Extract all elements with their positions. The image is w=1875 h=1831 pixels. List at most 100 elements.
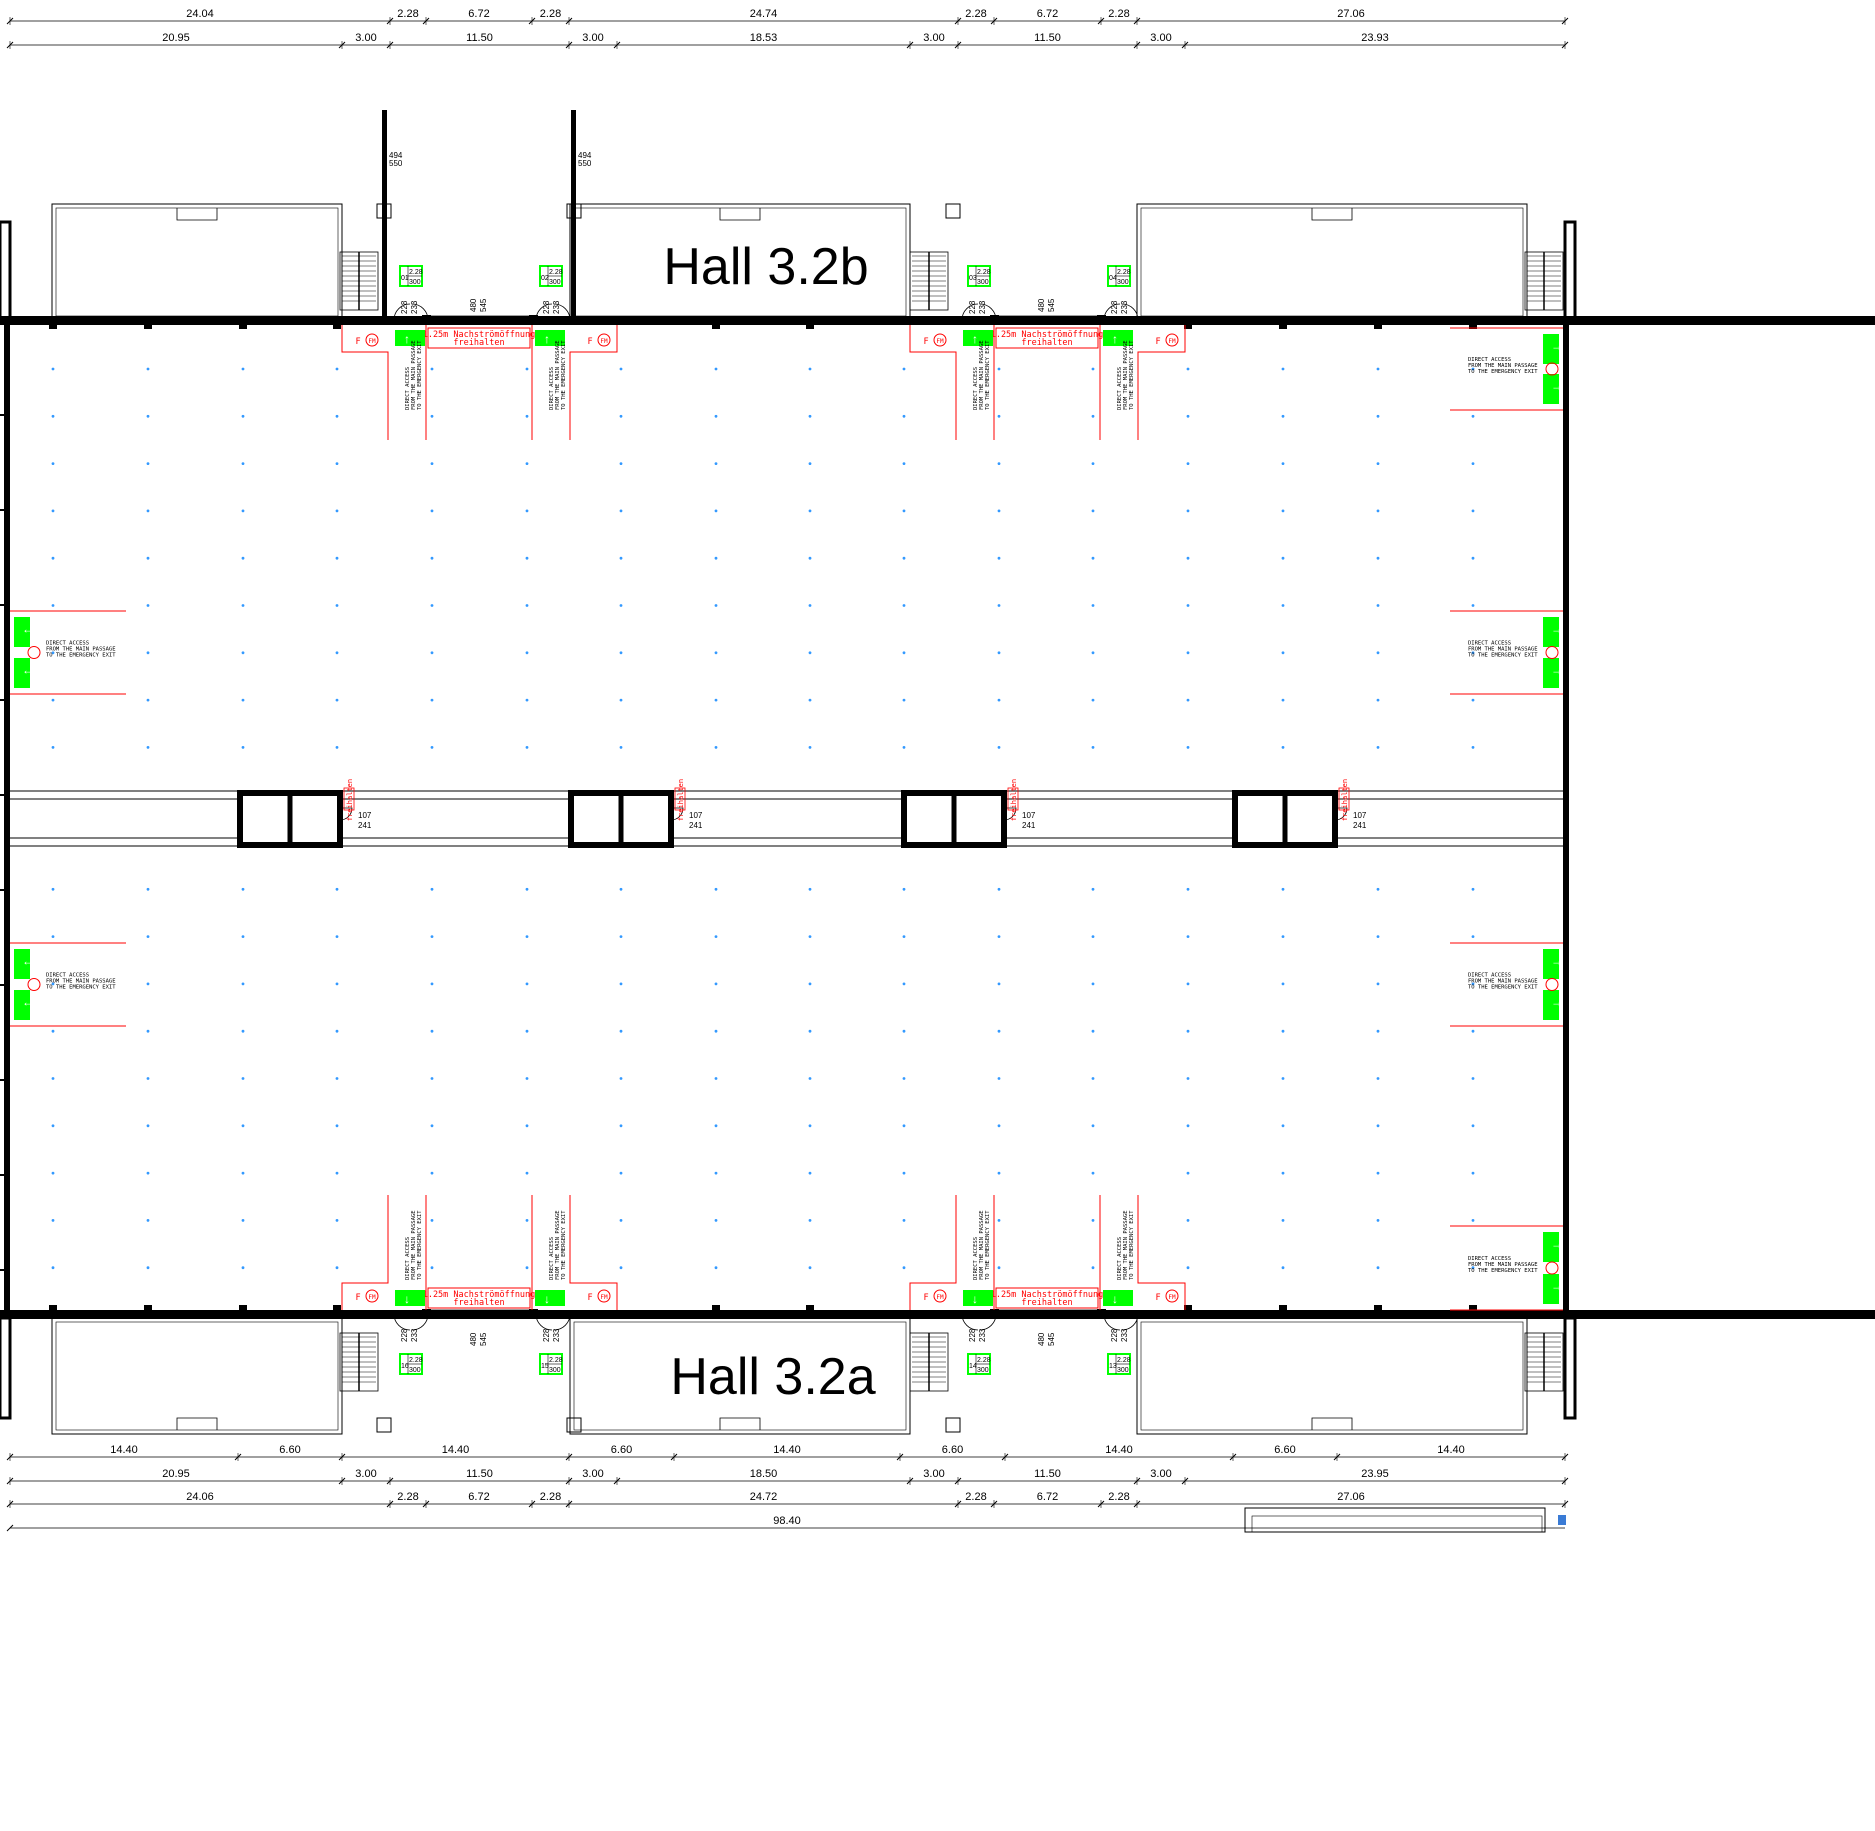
exit-sign-bg — [1103, 1290, 1133, 1306]
grid-dot — [619, 556, 623, 560]
grid-dot — [1376, 651, 1380, 655]
grid-dot — [1376, 509, 1380, 513]
grid-dot — [146, 1171, 150, 1175]
grid-dot — [1376, 604, 1380, 607]
escape-route-line — [569, 325, 618, 440]
exit-sign-bg — [1543, 949, 1559, 979]
grid-dot — [146, 935, 150, 938]
grid-dot — [1281, 698, 1285, 702]
grid-dot — [1186, 698, 1190, 702]
access-text-3: TO THE EMERGENCY EXIT — [1468, 369, 1538, 375]
grid-dot — [335, 1266, 339, 1270]
grid-dot — [1091, 1029, 1095, 1033]
grid-dot — [1186, 982, 1190, 986]
vent-post — [422, 1309, 431, 1319]
fire-alarm-marker: FM F — [355, 333, 379, 347]
vent-opening: 480 545 — [990, 1309, 1106, 1346]
grid-dot — [1186, 1077, 1190, 1080]
exit-box-height: 300 — [1117, 1367, 1129, 1374]
hall-title-north: Hall 3.2b — [663, 238, 868, 296]
door-swing — [1334, 807, 1348, 821]
dimension-label: 11.50 — [1034, 1468, 1061, 1480]
grid-dot — [430, 1077, 434, 1080]
fire-alarm-marker: FM F — [923, 333, 947, 347]
grid-dot — [146, 604, 150, 607]
exit-number: 04 — [1109, 275, 1117, 282]
grid-dot — [51, 367, 55, 371]
grid-dot — [1471, 462, 1475, 465]
grid-dot — [997, 887, 1001, 891]
grid-dot — [1471, 1124, 1475, 1128]
partition — [571, 110, 576, 320]
grid-dot — [902, 367, 906, 371]
grid-dot — [335, 887, 339, 891]
exit-box-width: 2.28 — [977, 1357, 991, 1364]
grid-dot — [808, 982, 812, 986]
dimension-label: 14.40 — [442, 1444, 470, 1456]
dimension-label: 18.53 — [750, 32, 778, 44]
door-height-label: 233 — [978, 300, 987, 314]
grid-dot — [1091, 1219, 1095, 1222]
grid-dot — [1281, 887, 1285, 891]
dimension-label: 24.72 — [750, 1491, 778, 1503]
exit-arrow-icon: → — [1551, 1237, 1563, 1251]
exit-arrow-icon: → — [1551, 663, 1563, 677]
grid-dot — [997, 746, 1001, 749]
vent-keep-clear-box — [995, 1287, 1099, 1309]
grid-dot — [902, 604, 906, 607]
grid-dot — [619, 509, 623, 513]
grid-dot — [1281, 1029, 1285, 1033]
vent-height-label: 545 — [1047, 298, 1056, 312]
grid-dot — [1186, 935, 1190, 938]
escape-route-line — [909, 1195, 957, 1310]
grid-dot — [241, 462, 245, 465]
grid-dot — [430, 1171, 434, 1175]
dimension-label: 2.28 — [965, 8, 986, 20]
grid-dot — [1471, 1029, 1475, 1033]
grid-dot — [619, 1171, 623, 1175]
grid-dot — [241, 556, 245, 560]
grid-dot — [902, 1029, 906, 1033]
dimension-label: 14.40 — [1105, 1444, 1133, 1456]
grid-dot — [1091, 462, 1095, 465]
escape-route-line — [341, 1195, 389, 1310]
door-swing — [553, 1313, 571, 1331]
corridor-keep-clear-box — [1007, 787, 1019, 811]
grid-dot — [997, 1219, 1001, 1222]
dimension-label: 2.28 — [1108, 8, 1129, 20]
grid-dot — [902, 935, 906, 938]
grid-dot — [51, 1029, 55, 1033]
f-label: F — [587, 337, 592, 347]
fm-circle — [597, 1289, 611, 1303]
fm-circle — [1165, 333, 1179, 347]
dimension-label: 14.40 — [1437, 1444, 1465, 1456]
access-text: DIRECT ACCESS FROM THE MAIN PASSAGE TO THE… — [549, 1210, 567, 1280]
fm-circle — [365, 333, 379, 347]
staircase — [339, 1332, 379, 1392]
access-text-1: DIRECT ACCESS — [1117, 1237, 1123, 1280]
grid-dot — [146, 1219, 150, 1222]
grid-dot — [1376, 887, 1380, 891]
exit-box-width: 2.28 — [409, 1357, 423, 1364]
vent-keep-clear-label-2: freihalten — [1021, 338, 1072, 348]
wall-pilaster — [1184, 1305, 1192, 1310]
grid-dot — [241, 698, 245, 702]
corridor-keep-clear-label: freihalten — [346, 779, 354, 821]
dimension-label: 27.06 — [1337, 8, 1365, 20]
grid-dot — [902, 746, 906, 749]
grid-dot — [51, 935, 55, 938]
dimension-label: 6.60 — [279, 1444, 300, 1456]
door-swing — [393, 303, 411, 321]
grid-dot — [1281, 462, 1285, 465]
vent-keep-clear-label-1: 1.25m Nachströmöffnung — [991, 1290, 1104, 1300]
grid-dot — [1471, 367, 1475, 371]
exit-box-height: 300 — [1117, 279, 1129, 286]
grid-dot — [525, 887, 529, 891]
grid-dot — [1186, 414, 1190, 418]
grid-dot — [146, 746, 150, 749]
grid-dot — [51, 1077, 55, 1080]
door-swing — [553, 303, 571, 321]
access-text: DIRECT ACCESS FROM THE MAIN PASSAGE TO THE… — [973, 340, 991, 410]
door-height-label: 233 — [552, 300, 561, 314]
grid-dot — [1376, 698, 1380, 702]
